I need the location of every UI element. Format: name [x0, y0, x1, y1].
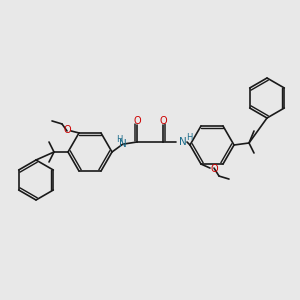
Text: H: H [116, 136, 122, 145]
Text: N: N [119, 139, 127, 149]
Text: O: O [133, 116, 141, 125]
Text: O: O [210, 164, 218, 174]
Text: O: O [63, 125, 71, 135]
Text: N: N [179, 137, 187, 147]
Text: O: O [159, 116, 167, 125]
Text: H: H [186, 134, 192, 142]
